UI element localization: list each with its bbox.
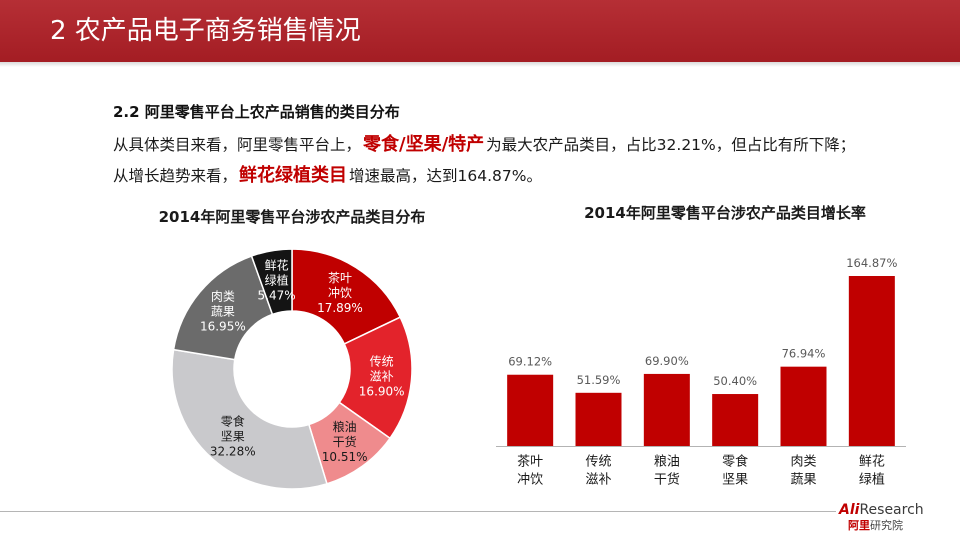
aliresearch-logo-cn: 阿里研究院: [848, 519, 903, 533]
bar-1: [507, 374, 554, 446]
donut-slice-6: [250, 248, 293, 316]
banner-shadow: [0, 62, 960, 67]
logo-research-text: Research: [859, 502, 924, 518]
slice-category-label: 传统: [370, 354, 394, 369]
bar-value-label: 50.40%: [713, 374, 757, 388]
intro-line-1: 从具体类目来看，阿里零售平台上， 零食/坚果/特产 为最大农产品类目，占比32.21…: [113, 133, 855, 157]
slice-value-label: 10.51%: [322, 450, 368, 464]
bar-category-label: 冲饮: [517, 473, 543, 488]
bar-category-label: 鲜花: [859, 454, 885, 470]
bar-value-label: 164.87%: [846, 256, 897, 270]
slice-category-label: 茶叶: [328, 270, 352, 285]
footer-divider: [0, 511, 836, 512]
bar-category-label: 零食: [722, 454, 748, 470]
bar-category-label: 蔬果: [790, 473, 816, 488]
intro-line-1-after: 为最大农产品类目，占比32.21%，但占比有所下降；: [486, 136, 856, 154]
intro-line-1-before: 从具体类目来看，阿里零售平台上，: [113, 136, 362, 154]
slice-category-label: 冲饮: [328, 285, 352, 300]
slice-value-label: 17.89%: [317, 301, 363, 315]
donut-chart-title: 2014年阿里零售平台涉农产品类目分布: [158, 208, 426, 226]
bar-category-label: 茶叶: [517, 454, 543, 470]
logo-cn-rest-text: 研究院: [870, 519, 903, 532]
intro-line-2: 从增长趋势来看， 鲜花绿植类目 增速最高，达到164.87%。: [113, 164, 542, 188]
bar-2: [575, 392, 622, 446]
slice-category-label: 滋补: [370, 370, 394, 384]
bar-6: [848, 276, 895, 446]
bar-category-label: 肉类: [790, 455, 816, 470]
section-heading: 2.2 阿里零售平台上农产品销售的类目分布: [113, 103, 400, 121]
bar-category-label: 传统: [585, 455, 611, 470]
logo-cn-accent-text: 阿里: [848, 519, 870, 532]
bar-5: [780, 366, 827, 446]
bar-value-label: 51.59%: [577, 373, 621, 387]
slice-value-label: 5.47%: [258, 288, 296, 302]
slide-title: 2 农产品电子商务销售情况: [50, 16, 361, 46]
bar-category-label: 绿植: [859, 473, 885, 488]
logo-ali-text: Ali: [839, 502, 860, 518]
bar-value-label: 76.94%: [782, 347, 826, 361]
bar-category-label: 坚果: [722, 473, 748, 488]
bar-chart-title: 2014年阿里零售平台涉农产品类目增长率: [584, 204, 866, 222]
bar-category-label: 滋补: [585, 473, 611, 488]
slice-category-label: 蔬果: [211, 304, 235, 318]
intro-line-2-before: 从增长趋势来看，: [113, 167, 238, 185]
bar-value-label: 69.90%: [645, 354, 689, 368]
intro-line-2-highlight: 鲜花绿植类目: [239, 165, 348, 186]
slice-value-label: 16.95%: [200, 319, 246, 333]
bar-value-label: 69.12%: [508, 355, 552, 369]
slice-category-label: 鲜花: [265, 257, 289, 272]
slice-value-label: 32.28%: [210, 445, 256, 459]
slice-value-label: 16.90%: [359, 385, 405, 399]
intro-line-2-after: 增速最高，达到164.87%。: [349, 167, 542, 185]
bar-3: [643, 373, 690, 446]
bar-category-label: 干货: [654, 472, 680, 488]
bar-category-label: 粮油: [654, 455, 680, 470]
intro-line-1-highlight: 零食/坚果/特产: [363, 134, 485, 155]
slice-category-label: 绿植: [265, 272, 289, 287]
donut-slice-4: [171, 348, 328, 490]
slice-category-label: 坚果: [221, 430, 245, 444]
title-banner: 2 农产品电子商务销售情况: [0, 0, 960, 62]
slice-category-label: 粮油: [333, 419, 357, 434]
aliresearch-logo: AliResearch: [839, 502, 924, 519]
slice-category-label: 干货: [333, 434, 357, 449]
slice-category-label: 零食: [221, 414, 245, 429]
slice-category-label: 肉类: [211, 289, 235, 303]
bar-4: [712, 394, 759, 446]
